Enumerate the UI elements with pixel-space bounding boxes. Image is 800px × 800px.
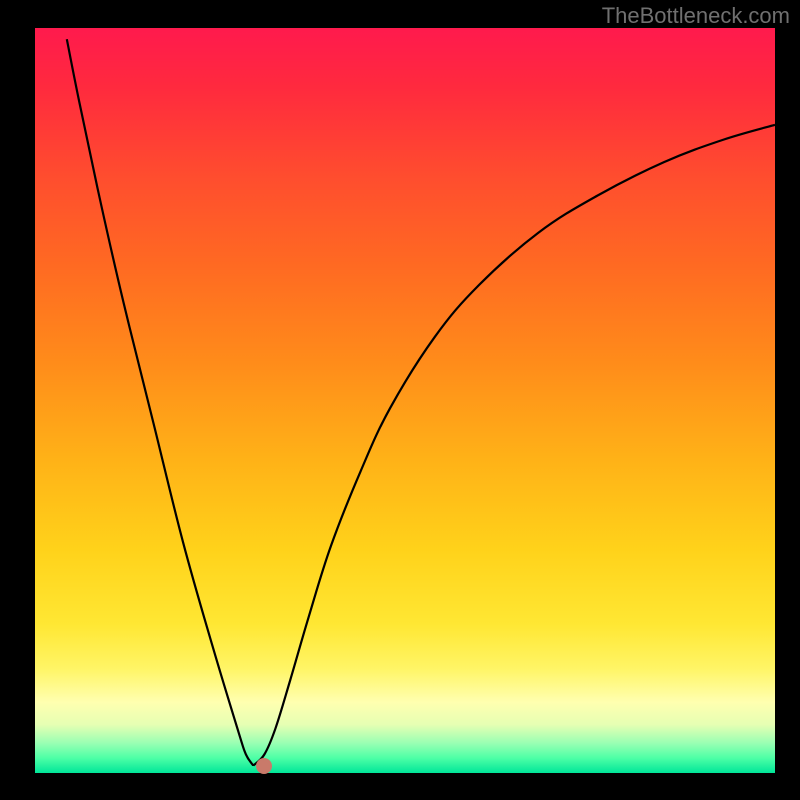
- chart-curve-layer: [35, 28, 775, 773]
- chart-plot-area: [35, 28, 775, 773]
- bottleneck-curve: [67, 39, 775, 765]
- minimum-marker: [256, 758, 272, 774]
- watermark-text: TheBottleneck.com: [602, 3, 790, 29]
